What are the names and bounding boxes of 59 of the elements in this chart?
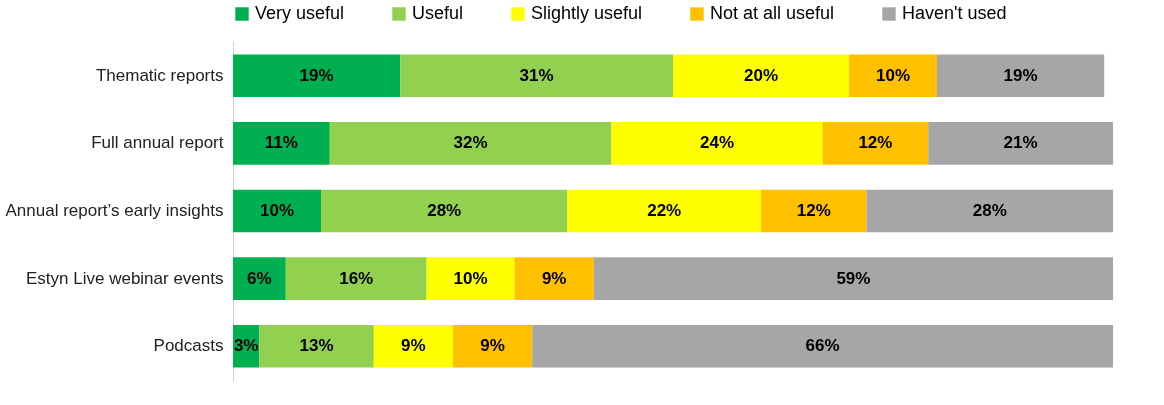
y-tick-label: Full annual report <box>91 133 224 153</box>
data-label: 6% <box>247 268 272 288</box>
bar <box>866 189 1113 233</box>
data-label: 24% <box>699 133 735 153</box>
data-label: 32% <box>453 133 488 153</box>
bar <box>400 54 673 98</box>
data-label: 11% <box>264 133 298 153</box>
y-tick-label: Thematic reports <box>95 65 224 85</box>
data-label: 12% <box>796 201 831 220</box>
bar <box>514 257 594 300</box>
legend-label: Slightly useful <box>531 3 643 23</box>
data-label: 20% <box>743 65 779 85</box>
data-label: 16% <box>339 268 374 288</box>
data-label: 21% <box>1003 133 1038 153</box>
data-label: 9% <box>401 336 426 356</box>
bar <box>285 257 427 300</box>
data-label: 10% <box>259 201 295 220</box>
bar <box>822 122 929 165</box>
bar <box>453 324 533 368</box>
bar <box>593 257 1113 300</box>
data-label: 9% <box>541 268 567 288</box>
data-label: 10% <box>875 65 911 85</box>
legend-label: Haven't used <box>902 3 1007 23</box>
bar <box>567 189 761 233</box>
data-label: 22% <box>647 201 682 220</box>
bar <box>373 324 453 368</box>
bar <box>849 54 937 98</box>
data-label: 12% <box>858 133 893 153</box>
data-label: 10% <box>453 268 488 288</box>
data-label: 9% <box>480 336 505 356</box>
data-label: 59% <box>836 268 871 288</box>
legend-label: Not at all useful <box>710 3 835 23</box>
bar <box>426 257 515 300</box>
y-tick-label: Annual report’s early insights <box>5 201 224 220</box>
bar <box>259 324 374 368</box>
bar <box>673 54 849 98</box>
bar <box>937 54 1105 98</box>
bar <box>233 189 321 233</box>
data-label: 28% <box>972 201 1007 220</box>
bar <box>611 122 823 165</box>
bar <box>928 122 1113 165</box>
data-label: 31% <box>519 65 554 85</box>
bar <box>321 189 568 233</box>
bar <box>233 54 401 98</box>
y-tick-label: Estyn Live webinar events <box>26 268 224 288</box>
legend-label: Useful <box>412 3 464 23</box>
data-label: 19% <box>299 65 334 85</box>
bar <box>329 122 612 165</box>
data-label: 28% <box>427 201 462 220</box>
data-label: 19% <box>1003 65 1038 85</box>
data-label: 3% <box>233 336 259 356</box>
data-label: 13% <box>299 336 334 356</box>
legend-label: Very useful <box>255 3 345 23</box>
bar <box>233 122 330 165</box>
bar <box>532 324 1113 368</box>
y-tick-label: Podcasts <box>153 336 224 356</box>
data-label: 66% <box>805 336 840 356</box>
bar <box>761 189 867 233</box>
bar <box>233 257 286 300</box>
